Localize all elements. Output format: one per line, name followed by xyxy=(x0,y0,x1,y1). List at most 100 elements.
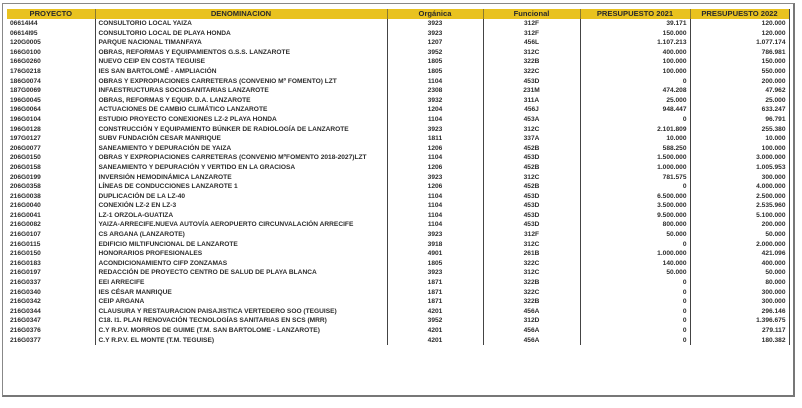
cell-presupuesto-2022: 2.000.000 xyxy=(690,239,790,250)
cell-presupuesto-2021: 10.000 xyxy=(580,134,691,144)
cell-organica: 1805 xyxy=(387,258,484,269)
cell-presupuesto-2022: 300.000 xyxy=(690,297,790,307)
cell-presupuesto-2022: 1.005.953 xyxy=(690,162,790,173)
table-row: 216G0376 C.Y R.P.V. MORROS DE GUIME (T.M.… xyxy=(7,326,790,336)
cell-denominacion: INFAESTRUCTURAS SOCIOSANITARIAS LANZAROT… xyxy=(95,86,388,96)
cell-presupuesto-2022: 200.000 xyxy=(690,220,790,231)
cell-denominacion: ESTUDIO PROYECTO CONEXIONES LZ-2 PLAYA H… xyxy=(95,114,388,125)
cell-funcional: 322C xyxy=(483,258,581,269)
table-body: 06614I44 CONSULTORIO LOCAL YAIZA 3923 312F 3… xyxy=(7,19,790,346)
cell-funcional: 453D xyxy=(483,210,581,221)
cell-presupuesto-2022: 25.000 xyxy=(690,95,790,106)
cell-proyecto: 216G0115 xyxy=(7,239,96,250)
cell-denominacion: INVERSIÓN HEMODINÁMICA LANZAROTE xyxy=(95,172,388,183)
table-row: 216G0040 CONEXIÓN LZ-2 EN LZ-3 1104 453D 3.5… xyxy=(7,201,790,211)
cell-proyecto: 216G0040 xyxy=(7,201,96,211)
cell-presupuesto-2021: 0 xyxy=(580,182,691,192)
cell-funcional: 312C xyxy=(483,239,581,250)
cell-presupuesto-2021: 0 xyxy=(580,114,691,125)
cell-presupuesto-2022: 180.382 xyxy=(690,335,790,346)
cell-denominacion: EDIFICIO MILTIFUNCIONAL DE LANZAROTE xyxy=(95,239,388,250)
cell-presupuesto-2022: 279.117 xyxy=(690,326,790,336)
cell-proyecto: 216G0337 xyxy=(7,278,96,288)
cell-denominacion: HONORARIOS PROFESIONALES xyxy=(95,249,388,259)
cell-funcional: 452B xyxy=(483,162,581,173)
cell-denominacion: EEI ARRECIFE xyxy=(95,278,388,288)
cell-funcional: 312C xyxy=(483,172,581,183)
cell-proyecto: 216G0183 xyxy=(7,258,96,269)
cell-funcional: 453D xyxy=(483,191,581,202)
cell-presupuesto-2021: 0 xyxy=(580,239,691,250)
cell-proyecto: 06614I44 xyxy=(7,19,96,29)
cell-denominacion: SANEAMIENTO Y DEPURACIÓN Y VERTIDO EN LA… xyxy=(95,162,388,173)
cell-funcional: 456J xyxy=(483,105,581,115)
cell-funcional: 312F xyxy=(483,19,581,29)
cell-organica: 1207 xyxy=(387,38,484,48)
cell-presupuesto-2022: 300.000 xyxy=(690,172,790,183)
cell-proyecto: 196G0045 xyxy=(7,95,96,106)
cell-presupuesto-2021: 1.107.213 xyxy=(580,38,691,48)
cell-organica: 3918 xyxy=(387,239,484,250)
cell-funcional: 322B xyxy=(483,278,581,288)
table-row: 206G0358 LÍNEAS DE CONDUCCIONES LANZAROTE… xyxy=(7,182,790,192)
cell-organica: 1104 xyxy=(387,220,484,231)
cell-organica: 1871 xyxy=(387,287,484,298)
cell-organica: 1206 xyxy=(387,143,484,154)
cell-funcional: 261B xyxy=(483,249,581,259)
cell-presupuesto-2022: 50.000 xyxy=(690,230,790,240)
cell-denominacion: C.Y R.P.V. EL MONTE (T.M. TEGUISE) xyxy=(95,335,388,346)
table-row: 166G0260 NUEVO CEIP EN COSTA TEGUISE 1805 3… xyxy=(7,57,790,67)
cell-organica: 1104 xyxy=(387,76,484,87)
cell-presupuesto-2021: 100.000 xyxy=(580,66,691,77)
cell-organica: 4201 xyxy=(387,326,484,336)
cell-organica: 3923 xyxy=(387,268,484,279)
cell-proyecto: 196G0104 xyxy=(7,114,96,125)
cell-denominacion: C.Y R.P.V. MORROS DE GUIME (T.M. SAN BAR… xyxy=(95,326,388,336)
cell-proyecto: 196G0064 xyxy=(7,105,96,115)
cell-organica: 1104 xyxy=(387,191,484,202)
cell-denominacion: SUBV FUNDACIÓN CESAR MANRIQUE xyxy=(95,134,388,144)
cell-presupuesto-2022: 10.000 xyxy=(690,134,790,144)
cell-presupuesto-2021: 1.500.000 xyxy=(580,153,691,163)
table-row: 196G0104 ESTUDIO PROYECTO CONEXIONES LZ-2… xyxy=(7,114,790,125)
table-row: 197G0127 SUBV FUNDACIÓN CESAR MANRIQUE 181… xyxy=(7,134,790,144)
cell-presupuesto-2022: 150.000 xyxy=(690,57,790,67)
cell-funcional: 231M xyxy=(483,86,581,96)
cell-proyecto: 176G0218 xyxy=(7,66,96,77)
cell-presupuesto-2022: 3.000.000 xyxy=(690,153,790,163)
cell-proyecto: 166G0260 xyxy=(7,57,96,67)
cell-proyecto: 216G0376 xyxy=(7,326,96,336)
cell-presupuesto-2021: 474.208 xyxy=(580,86,691,96)
table-row: 187G0069 INFAESTRUCTURAS SOCIOSANITARIAS … xyxy=(7,86,790,96)
cell-denominacion: OBRAS, REFORMAS Y EQUIPAMIENTOS G.S.S. L… xyxy=(95,47,388,58)
cell-proyecto: 120G0005 xyxy=(7,38,96,48)
table-row: 206G0199 INVERSIÓN HEMODINÁMICA LANZAROTE… xyxy=(7,172,790,183)
cell-organica: 2308 xyxy=(387,86,484,96)
cell-denominacion: DUPLICACIÓN DE LA LZ-40 xyxy=(95,191,388,202)
cell-organica: 3932 xyxy=(387,95,484,106)
cell-organica: 1104 xyxy=(387,114,484,125)
cell-denominacion: REDACCIÓN DE PROYECTO CENTRO DE SALUD DE… xyxy=(95,268,388,279)
cell-organica: 1206 xyxy=(387,182,484,192)
cell-denominacion: YAIZA-ARRECIFE.NUEVA AUTOVÍA AEROPUERTO … xyxy=(95,220,388,231)
table-row: 216G0183 ACONDICIONAMIENTO CIFP ZONZAMAS 1… xyxy=(7,258,790,269)
cell-proyecto: 206G0158 xyxy=(7,162,96,173)
cell-organica: 1204 xyxy=(387,105,484,115)
cell-presupuesto-2021: 2.101.809 xyxy=(580,124,691,135)
budget-table: PROYECTO DENOMINACION Orgánica Funcional PRE… xyxy=(7,9,790,346)
cell-denominacion: PARQUE NACIONAL TIMANFAYA xyxy=(95,38,388,48)
cell-denominacion: LZ-1 ORZOLA-GUATIZA xyxy=(95,210,388,221)
cell-presupuesto-2022: 300.000 xyxy=(690,287,790,298)
cell-organica: 3923 xyxy=(387,230,484,240)
cell-denominacion: CONSULTORIO LOCAL YAIZA xyxy=(95,19,388,29)
table-row: 196G0064 ACTUACIONES DE CAMBIO CLIMÁTICO … xyxy=(7,105,790,115)
table-row: 120G0005 PARQUE NACIONAL TIMANFAYA 1207 456… xyxy=(7,38,790,48)
cell-presupuesto-2022: 120.000 xyxy=(690,28,790,39)
table-row: 166G0100 OBRAS, REFORMAS Y EQUIPAMIENTOS … xyxy=(7,47,790,58)
cell-funcional: 312F xyxy=(483,28,581,39)
table-row: 06614I95 CONSULTORIO LOCAL DE PLAYA HONDA… xyxy=(7,28,790,39)
cell-funcional: 456L xyxy=(483,38,581,48)
cell-presupuesto-2021: 39.171 xyxy=(580,19,691,29)
cell-presupuesto-2022: 421.096 xyxy=(690,249,790,259)
cell-funcional: 337A xyxy=(483,134,581,144)
